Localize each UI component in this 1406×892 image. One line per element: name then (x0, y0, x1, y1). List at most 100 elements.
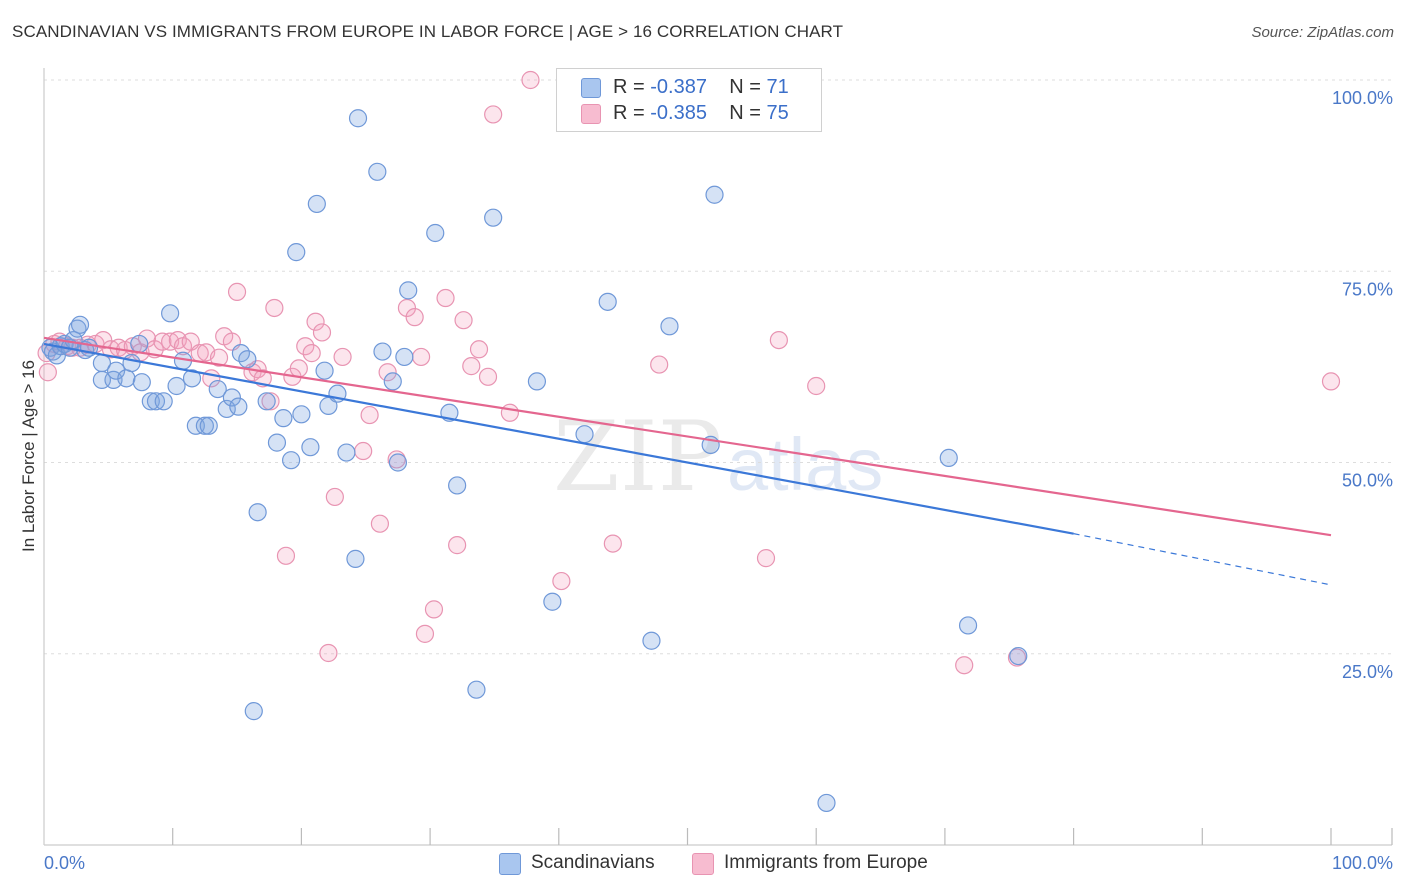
legend-n-label: N = (729, 102, 761, 124)
point-scandinavians (484, 208, 503, 227)
point-scandinavians (705, 185, 724, 204)
point-immigrants (319, 643, 338, 663)
legend-r-value: -0.387 (650, 76, 707, 98)
y-tick-label: 50.0% (1342, 471, 1393, 491)
point-immigrants (94, 331, 113, 350)
point-scandinavians (346, 549, 365, 568)
point-scandinavians (395, 347, 414, 367)
point-scandinavians (122, 353, 141, 373)
point-immigrants (312, 323, 332, 342)
point-scandinavians (244, 702, 263, 721)
point-immigrants (436, 288, 455, 308)
point-scandinavians (141, 392, 160, 411)
point-scandinavians (399, 281, 418, 300)
point-immigrants (378, 363, 397, 382)
point-immigrants (462, 357, 481, 376)
point-immigrants (360, 405, 379, 425)
point-immigrants (306, 312, 325, 331)
point-scandinavians (301, 438, 320, 457)
trend-line-immigrants (43, 336, 1332, 537)
legend-swatch-pink (692, 853, 714, 875)
point-immigrants (397, 298, 417, 318)
legend-swatch-blue (499, 853, 521, 875)
point-scandinavians (238, 350, 257, 369)
legend-label-scandinavians: Scandinavians (531, 852, 655, 873)
watermark: ZIP atlas (553, 401, 883, 513)
point-immigrants (325, 487, 344, 507)
point-scandinavians (130, 334, 149, 354)
point-immigrants (333, 347, 352, 367)
point-scandinavians (182, 369, 202, 388)
legend-n-value: 75 (766, 102, 789, 124)
point-scandinavians (154, 392, 173, 411)
point-immigrants (296, 337, 315, 356)
watermark-zip: ZIP (553, 401, 722, 513)
point-immigrants (289, 359, 308, 378)
point-scandinavians (257, 392, 276, 411)
point-immigrants (650, 355, 669, 374)
point-scandinavians (217, 399, 236, 419)
point-scandinavians (817, 793, 836, 813)
y-tick-label: 75.0% (1342, 279, 1393, 299)
point-immigrants (38, 363, 57, 382)
point-immigrants (807, 376, 826, 396)
point-scandinavians (660, 317, 679, 336)
point-immigrants (1321, 372, 1341, 391)
point-scandinavians (1009, 646, 1028, 666)
point-scandinavians (467, 680, 486, 699)
point-scandinavians (575, 425, 594, 444)
point-immigrants (405, 308, 424, 327)
watermark-atlas: atlas (727, 423, 883, 506)
x-tick-label: 0.0% (44, 853, 85, 873)
point-immigrants (484, 105, 503, 124)
point-scandinavians (208, 379, 227, 399)
point-scandinavians (146, 392, 166, 411)
point-immigrants (478, 367, 498, 386)
point-scandinavians (282, 451, 301, 470)
point-scandinavians (274, 409, 293, 428)
point-immigrants (454, 311, 473, 330)
point-immigrants (521, 70, 540, 90)
point-immigrants (424, 600, 444, 619)
point-immigrants (448, 536, 467, 555)
trend-line-scandinavians-extension (1073, 533, 1332, 586)
legend-r-label: R = (613, 102, 645, 124)
point-immigrants (302, 344, 321, 363)
point-immigrants (209, 348, 229, 367)
x-tick-label: 100.0% (1332, 853, 1393, 873)
point-scandinavians (543, 592, 562, 611)
point-scandinavians (70, 315, 90, 334)
point-scandinavians (598, 292, 617, 311)
point-scandinavians (132, 373, 151, 392)
point-immigrants (955, 656, 974, 675)
point-scandinavians (426, 223, 445, 243)
point-immigrants (276, 546, 296, 565)
point-scandinavians (292, 405, 311, 424)
legend-label-immigrants: Immigrants from Europe (724, 852, 928, 873)
point-scandinavians (527, 372, 547, 391)
legend-r-value: -0.385 (650, 102, 707, 124)
point-scandinavians (388, 453, 408, 472)
point-immigrants (603, 534, 622, 553)
axes (43, 68, 1393, 846)
legend-swatch-blue (581, 78, 601, 98)
point-scandinavians (195, 416, 214, 435)
trend-lines (43, 336, 1332, 586)
point-immigrants (354, 441, 373, 461)
point-scandinavians (315, 361, 334, 380)
point-immigrants (769, 331, 788, 350)
point-scandinavians (307, 194, 326, 214)
point-scandinavians (222, 388, 242, 407)
series-legend: Scandinavians Immigrants from Europe (0, 852, 1406, 878)
point-immigrants (370, 514, 390, 533)
point-scandinavians (161, 304, 180, 323)
point-scandinavians (368, 162, 387, 181)
point-scandinavians (167, 376, 186, 396)
point-scandinavians (642, 631, 661, 650)
series-immigrants-points (37, 70, 1341, 675)
point-scandinavians (958, 616, 978, 635)
chart-title: SCANDINAVIAN VS IMMIGRANTS FROM EUROPE I… (12, 22, 844, 41)
correlation-legend: R = -0.387 N = 71 R = -0.385 N = 75 (556, 68, 822, 132)
point-immigrants (552, 571, 571, 591)
